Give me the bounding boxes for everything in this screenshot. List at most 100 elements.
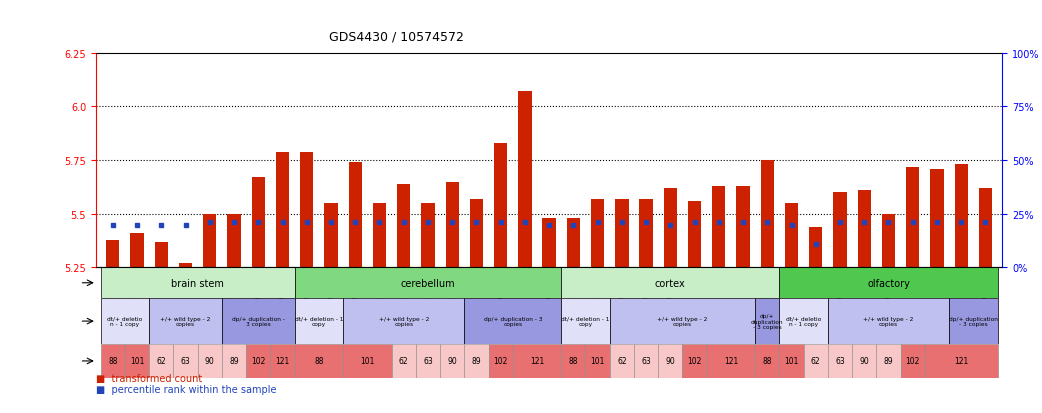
Bar (949, 298, 997, 344)
Bar (222, 344, 246, 378)
Text: 102: 102 (251, 356, 266, 366)
Bar (737, 186, 749, 268)
Text: +/+ wild type - 2
copies: +/+ wild type - 2 copies (863, 316, 914, 327)
Bar (251, 178, 265, 268)
Bar (173, 344, 198, 378)
Bar (761, 161, 774, 268)
Text: 121: 121 (275, 356, 290, 366)
Bar (634, 344, 659, 378)
Bar (828, 298, 949, 344)
Text: cortex: cortex (655, 278, 686, 288)
Bar (712, 186, 725, 268)
Bar (858, 191, 871, 268)
Text: 101: 101 (361, 356, 374, 366)
Bar (954, 165, 968, 268)
Bar (562, 268, 779, 298)
Text: 62: 62 (811, 356, 821, 366)
Bar (349, 163, 362, 268)
Text: dp/+ duplication -
3 copies: dp/+ duplication - 3 copies (231, 316, 284, 327)
Bar (610, 344, 634, 378)
Bar (227, 214, 241, 268)
Text: 121: 121 (954, 356, 968, 366)
Bar (803, 344, 828, 378)
Bar (591, 199, 604, 268)
Bar (586, 344, 610, 378)
Bar (465, 298, 562, 344)
Text: 101: 101 (785, 356, 799, 366)
Bar (440, 344, 465, 378)
Text: 63: 63 (180, 356, 191, 366)
Bar (779, 344, 803, 378)
Bar (295, 268, 562, 298)
Text: dt/+ deletio
n - 1 copy: dt/+ deletio n - 1 copy (786, 316, 821, 327)
Bar (615, 199, 628, 268)
Text: 101: 101 (591, 356, 604, 366)
Bar (149, 298, 222, 344)
Bar (683, 344, 706, 378)
Text: brain stem: brain stem (171, 278, 224, 288)
Bar (276, 152, 290, 268)
Text: 88: 88 (569, 356, 578, 366)
Bar (828, 344, 852, 378)
Bar (203, 214, 217, 268)
Bar (295, 344, 343, 378)
Bar (688, 202, 701, 268)
Text: +/+ wild type - 2
copies: +/+ wild type - 2 copies (160, 316, 210, 327)
Bar (779, 268, 997, 298)
Bar (785, 204, 798, 268)
Bar (179, 263, 192, 268)
Bar (779, 298, 828, 344)
Bar (931, 169, 944, 268)
Text: 102: 102 (494, 356, 507, 366)
Text: dt/+ deletion - 1
copy: dt/+ deletion - 1 copy (295, 316, 343, 327)
Bar (978, 189, 992, 268)
Text: +/+ wild type - 2
copies: +/+ wild type - 2 copies (658, 316, 708, 327)
Bar (876, 344, 900, 378)
Text: 90: 90 (666, 356, 675, 366)
Bar (543, 218, 555, 268)
Text: 62: 62 (617, 356, 626, 366)
Bar (755, 298, 779, 344)
Text: 90: 90 (860, 356, 869, 366)
Text: 90: 90 (447, 356, 457, 366)
Bar (392, 344, 416, 378)
Bar (149, 344, 173, 378)
Text: 89: 89 (229, 356, 239, 366)
Bar (125, 344, 149, 378)
Text: +/+ wild type - 2
copies: +/+ wild type - 2 copies (378, 316, 429, 327)
Bar (610, 298, 755, 344)
Bar (270, 344, 295, 378)
Text: dt/+ deletion - 1
copy: dt/+ deletion - 1 copy (562, 316, 610, 327)
Bar (416, 344, 440, 378)
Text: ■  transformed count: ■ transformed count (96, 373, 202, 383)
Bar (465, 344, 489, 378)
Bar (513, 344, 562, 378)
Bar (518, 92, 531, 268)
Bar (900, 344, 925, 378)
Bar (907, 167, 919, 268)
Text: 89: 89 (472, 356, 481, 366)
Bar (101, 268, 295, 298)
Bar (222, 298, 295, 344)
Text: dp/+
duplication
- 3 copies: dp/+ duplication - 3 copies (751, 313, 784, 329)
Bar (343, 344, 392, 378)
Text: 90: 90 (205, 356, 215, 366)
Text: dp/+ duplication
- 3 copies: dp/+ duplication - 3 copies (949, 316, 998, 327)
Bar (246, 344, 270, 378)
Text: dp/+ duplication - 3
copies: dp/+ duplication - 3 copies (483, 316, 542, 327)
Bar (834, 193, 847, 268)
Bar (198, 344, 222, 378)
Text: 62: 62 (399, 356, 408, 366)
Bar (154, 242, 168, 268)
Bar (567, 218, 580, 268)
Text: 88: 88 (108, 356, 118, 366)
Text: 89: 89 (884, 356, 893, 366)
Text: 88: 88 (763, 356, 772, 366)
Bar (324, 204, 338, 268)
Bar (446, 182, 458, 268)
Text: olfactory: olfactory (867, 278, 910, 288)
Text: 101: 101 (130, 356, 144, 366)
Bar (421, 204, 435, 268)
Text: 63: 63 (423, 356, 432, 366)
Bar (295, 298, 343, 344)
